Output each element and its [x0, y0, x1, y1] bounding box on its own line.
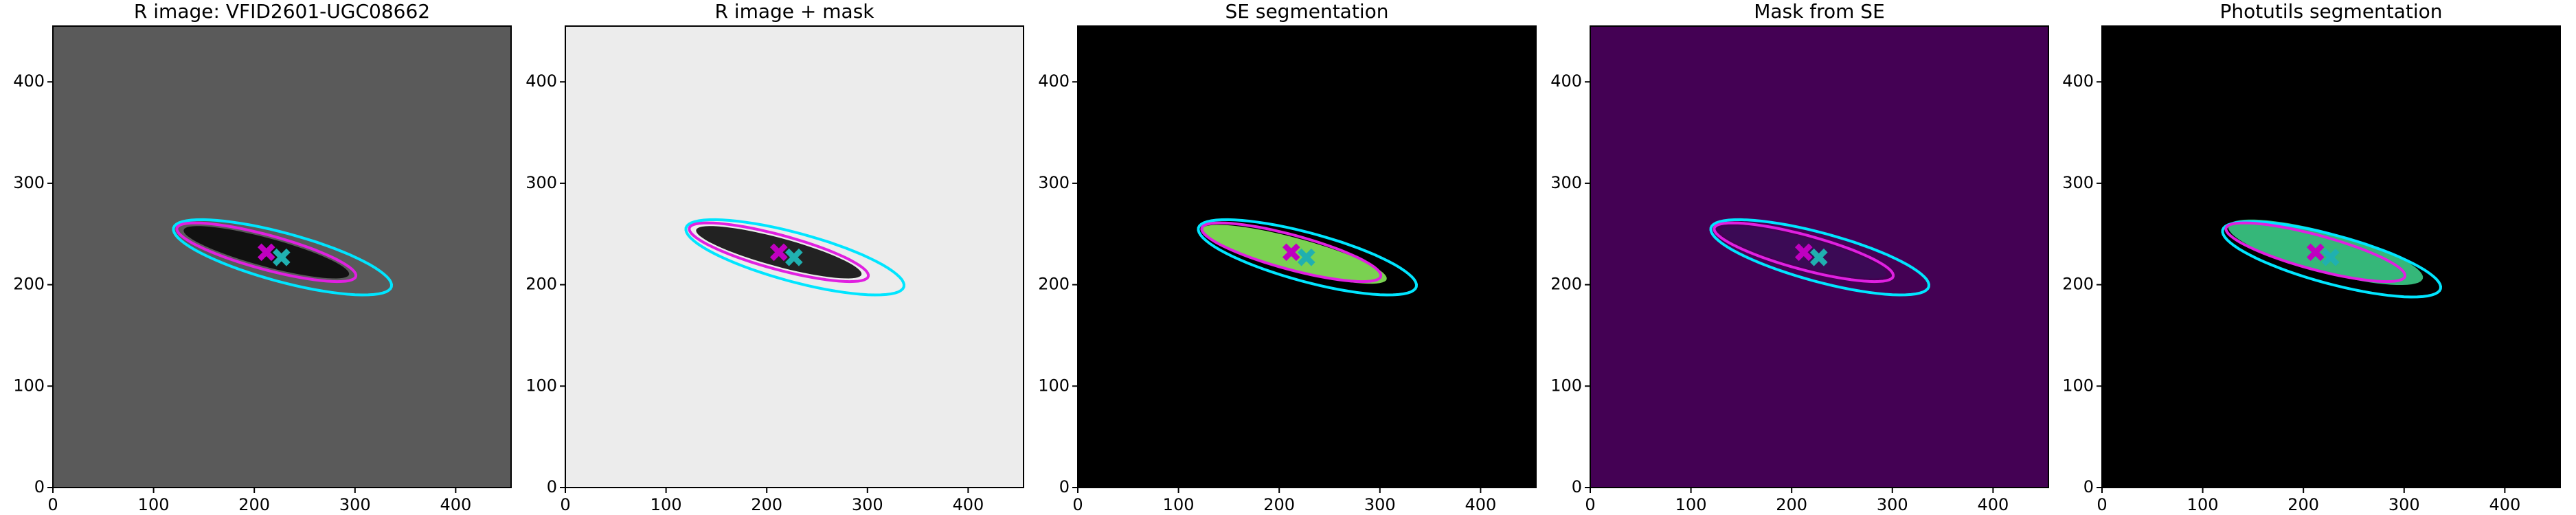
y-tick-label: 200	[13, 275, 45, 294]
x-tick-label: 100	[1675, 495, 1707, 514]
x-tick-label: 400	[440, 495, 471, 514]
x-tick-label: 0	[1585, 495, 1595, 514]
y-tick-label: 100	[2062, 376, 2094, 395]
y-tick-label: 400	[2062, 71, 2094, 91]
axes-frame	[1590, 25, 2049, 488]
x-tick-label: 200	[1263, 495, 1295, 514]
center-marker	[1282, 243, 1300, 262]
center-marker	[1809, 248, 1828, 266]
x-tick-label: 400	[1977, 495, 2009, 514]
center-marker	[784, 248, 803, 266]
axes-frame	[52, 25, 512, 488]
panel-title: R image + mask	[714, 0, 874, 23]
x-tick-label: 400	[2489, 495, 2520, 514]
panel-title: SE segmentation	[1225, 0, 1389, 23]
ellipse	[172, 218, 394, 297]
x-tick-label: 0	[47, 495, 58, 514]
ellipse	[175, 221, 358, 284]
center-marker	[2306, 243, 2325, 262]
ellipse	[688, 221, 870, 284]
x-tick-label: 300	[1877, 495, 1908, 514]
ellipse	[2221, 220, 2443, 299]
x-tick-label: 300	[2388, 495, 2420, 514]
x-tick-label: 0	[560, 495, 570, 514]
center-marker	[257, 243, 275, 262]
x-tick-label: 300	[1364, 495, 1396, 514]
y-tick-label: 200	[1038, 275, 1070, 294]
y-tick-label: 200	[1550, 275, 1582, 294]
x-tick-label: 200	[238, 495, 270, 514]
y-tick-label: 400	[526, 71, 557, 91]
y-tick-label: 400	[1550, 71, 1582, 91]
x-tick-label: 200	[1776, 495, 1807, 514]
panel-title: Photutils segmentation	[2219, 0, 2442, 23]
y-tick-label: 0	[1572, 477, 1582, 496]
y-tick-label: 100	[1550, 376, 1582, 395]
x-tick-label: 0	[2097, 495, 2107, 514]
center-marker	[769, 243, 788, 262]
x-tick-label: 400	[952, 495, 984, 514]
x-tick-label: 300	[339, 495, 371, 514]
x-tick-label: 100	[651, 495, 682, 514]
y-tick-label: 0	[1059, 477, 1070, 496]
x-tick-label: 100	[2187, 495, 2219, 514]
y-tick-label: 100	[526, 376, 557, 395]
y-tick-label: 0	[2083, 477, 2094, 496]
x-tick-label: 200	[2287, 495, 2319, 514]
center-marker	[1794, 243, 1813, 262]
axes-frame	[565, 25, 1024, 488]
ellipse	[1200, 221, 1383, 284]
y-tick-label: 300	[1038, 173, 1070, 192]
y-tick-label: 0	[34, 477, 45, 496]
ellipse	[684, 218, 906, 297]
ellipse	[1713, 221, 1895, 284]
axes-frame	[1077, 25, 1537, 488]
panel-title: R image: VFID2601-UGC08662	[134, 0, 430, 23]
y-tick-label: 100	[13, 376, 45, 395]
axes-frame	[2101, 25, 2561, 488]
x-tick-label: 400	[1465, 495, 1496, 514]
y-tick-label: 0	[547, 477, 557, 496]
panel-title: Mask from SE	[1754, 0, 1885, 23]
x-tick-label: 100	[1163, 495, 1195, 514]
x-tick-label: 300	[852, 495, 883, 514]
center-marker	[272, 248, 291, 266]
y-tick-label: 200	[2062, 275, 2094, 294]
x-tick-label: 100	[138, 495, 170, 514]
center-marker	[1297, 248, 1315, 266]
y-tick-label: 100	[1038, 376, 1070, 395]
y-tick-label: 200	[526, 275, 557, 294]
y-tick-label: 300	[526, 173, 557, 192]
ellipse	[2224, 221, 2407, 284]
x-tick-label: 200	[751, 495, 782, 514]
y-tick-label: 300	[1550, 173, 1582, 192]
ellipse	[1197, 218, 1419, 297]
y-tick-label: 400	[1038, 71, 1070, 91]
y-tick-label: 400	[13, 71, 45, 91]
y-tick-label: 300	[13, 173, 45, 192]
ellipse	[1709, 218, 1931, 297]
y-tick-label: 300	[2062, 173, 2094, 192]
center-marker	[2321, 248, 2340, 266]
x-tick-label: 0	[1072, 495, 1083, 514]
